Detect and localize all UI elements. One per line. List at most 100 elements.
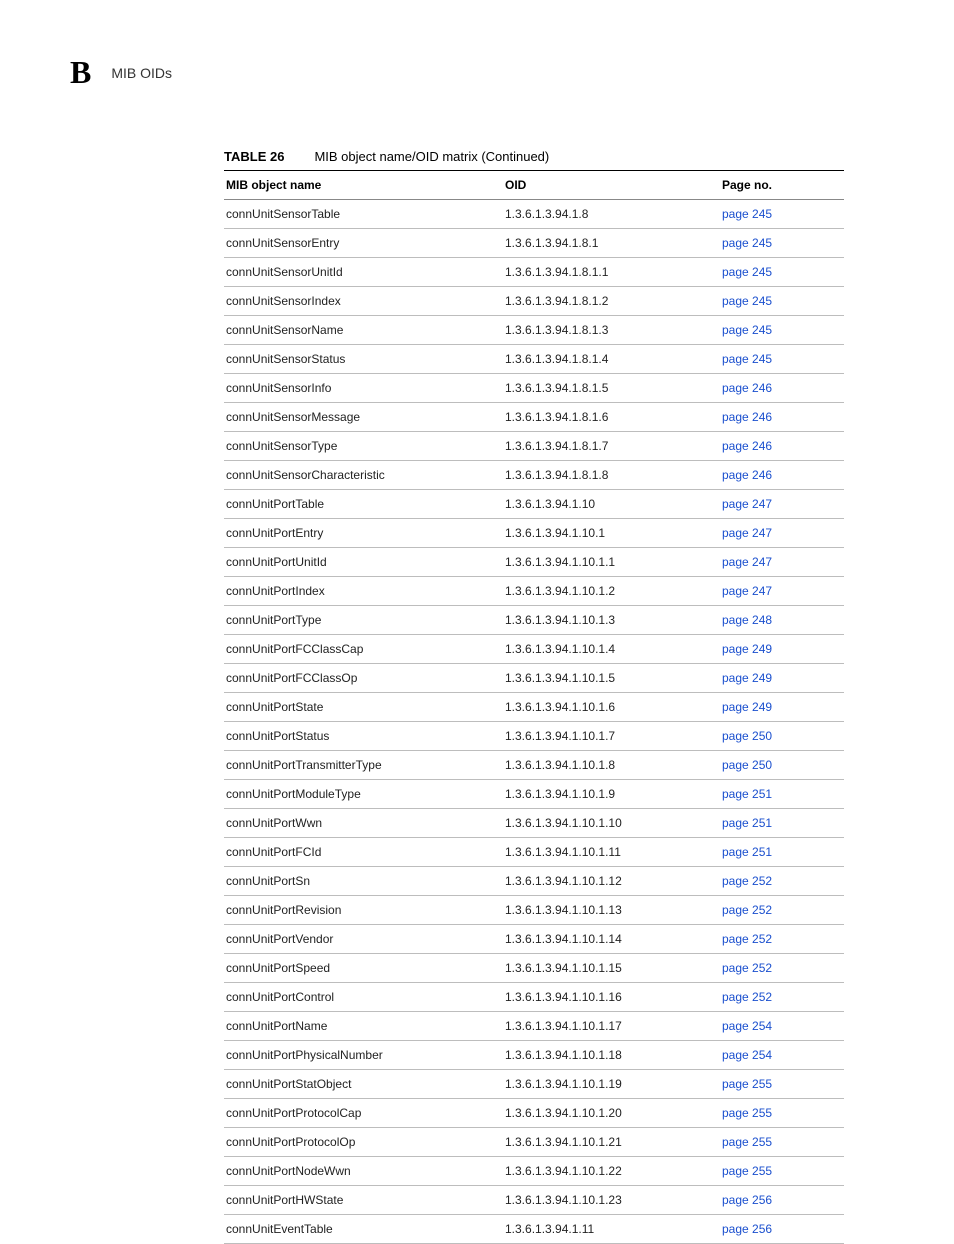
cell-page: page 252 bbox=[720, 896, 844, 925]
cell-mib-name: connUnitPortPhysicalNumber bbox=[224, 1041, 503, 1070]
table-row: connUnitPortState1.3.6.1.3.94.1.10.1.6pa… bbox=[224, 693, 844, 722]
table-row: connUnitPortTransmitterType1.3.6.1.3.94.… bbox=[224, 751, 844, 780]
page-link[interactable]: page 247 bbox=[722, 555, 772, 569]
cell-page: page 246 bbox=[720, 403, 844, 432]
cell-mib-name: connUnitPortStatus bbox=[224, 722, 503, 751]
table-row: connUnitPortFCClassCap1.3.6.1.3.94.1.10.… bbox=[224, 635, 844, 664]
cell-mib-name: connUnitPortFCId bbox=[224, 838, 503, 867]
cell-mib-name: connUnitSensorCharacteristic bbox=[224, 461, 503, 490]
table-row: connUnitPortVendor1.3.6.1.3.94.1.10.1.14… bbox=[224, 925, 844, 954]
page-link[interactable]: page 254 bbox=[722, 1019, 772, 1033]
page-link[interactable]: page 256 bbox=[722, 1222, 772, 1236]
table-row: connUnitPortModuleType1.3.6.1.3.94.1.10.… bbox=[224, 780, 844, 809]
cell-mib-name: connUnitPortRevision bbox=[224, 896, 503, 925]
page-link[interactable]: page 252 bbox=[722, 932, 772, 946]
cell-mib-name: connUnitPortState bbox=[224, 693, 503, 722]
page-link[interactable]: page 247 bbox=[722, 526, 772, 540]
cell-page: page 254 bbox=[720, 1012, 844, 1041]
cell-page: page 246 bbox=[720, 432, 844, 461]
cell-mib-name: connUnitSensorEntry bbox=[224, 229, 503, 258]
page-link[interactable]: page 247 bbox=[722, 497, 772, 511]
page-link[interactable]: page 246 bbox=[722, 410, 772, 424]
page-link[interactable]: page 245 bbox=[722, 207, 772, 221]
running-header: B MIB OIDs bbox=[70, 54, 854, 91]
page-link[interactable]: page 246 bbox=[722, 439, 772, 453]
cell-oid: 1.3.6.1.3.94.1.8.1.7 bbox=[503, 432, 720, 461]
page-link[interactable]: page 248 bbox=[722, 613, 772, 627]
cell-oid: 1.3.6.1.3.94.1.10.1.13 bbox=[503, 896, 720, 925]
page-link[interactable]: page 252 bbox=[722, 874, 772, 888]
table-caption-text: MIB object name/OID matrix (Continued) bbox=[314, 149, 549, 164]
page-link[interactable]: page 249 bbox=[722, 700, 772, 714]
col-header-name: MIB object name bbox=[224, 171, 503, 200]
page-link[interactable]: page 252 bbox=[722, 961, 772, 975]
cell-mib-name: connUnitPortTable bbox=[224, 490, 503, 519]
page-link[interactable]: page 247 bbox=[722, 584, 772, 598]
cell-mib-name: connUnitPortType bbox=[224, 606, 503, 635]
cell-page: page 246 bbox=[720, 374, 844, 403]
table-caption-label: TABLE 26 bbox=[224, 149, 284, 164]
cell-page: page 245 bbox=[720, 200, 844, 229]
page-link[interactable]: page 245 bbox=[722, 236, 772, 250]
cell-page: page 252 bbox=[720, 954, 844, 983]
table-row: connUnitPortControl1.3.6.1.3.94.1.10.1.1… bbox=[224, 983, 844, 1012]
page-link[interactable]: page 255 bbox=[722, 1106, 772, 1120]
page-link[interactable]: page 249 bbox=[722, 642, 772, 656]
page-link[interactable]: page 245 bbox=[722, 294, 772, 308]
cell-mib-name: connUnitPortFCClassCap bbox=[224, 635, 503, 664]
page-link[interactable]: page 245 bbox=[722, 352, 772, 366]
cell-page: page 255 bbox=[720, 1128, 844, 1157]
page-link[interactable]: page 251 bbox=[722, 787, 772, 801]
page-link[interactable]: page 251 bbox=[722, 845, 772, 859]
cell-oid: 1.3.6.1.3.94.1.10.1.23 bbox=[503, 1186, 720, 1215]
cell-page: page 251 bbox=[720, 809, 844, 838]
page-link[interactable]: page 249 bbox=[722, 671, 772, 685]
page-link[interactable]: page 254 bbox=[722, 1048, 772, 1062]
table-row: connUnitSensorIndex1.3.6.1.3.94.1.8.1.2p… bbox=[224, 287, 844, 316]
cell-mib-name: connUnitPortControl bbox=[224, 983, 503, 1012]
page-link[interactable]: page 256 bbox=[722, 1193, 772, 1207]
cell-oid: 1.3.6.1.3.94.1.10.1.5 bbox=[503, 664, 720, 693]
page-link[interactable]: page 246 bbox=[722, 468, 772, 482]
cell-page: page 250 bbox=[720, 722, 844, 751]
cell-oid: 1.3.6.1.3.94.1.10.1.14 bbox=[503, 925, 720, 954]
table-row: connUnitPortHWState1.3.6.1.3.94.1.10.1.2… bbox=[224, 1186, 844, 1215]
cell-page: page 249 bbox=[720, 693, 844, 722]
page-link[interactable]: page 252 bbox=[722, 990, 772, 1004]
page: B MIB OIDs TABLE 26 MIB object name/OID … bbox=[0, 0, 954, 1235]
cell-oid: 1.3.6.1.3.94.1.10.1.11 bbox=[503, 838, 720, 867]
page-link[interactable]: page 250 bbox=[722, 729, 772, 743]
cell-page: page 247 bbox=[720, 519, 844, 548]
table-row: connUnitSensorType1.3.6.1.3.94.1.8.1.7pa… bbox=[224, 432, 844, 461]
cell-oid: 1.3.6.1.3.94.1.8.1 bbox=[503, 229, 720, 258]
cell-mib-name: connUnitSensorIndex bbox=[224, 287, 503, 316]
cell-oid: 1.3.6.1.3.94.1.10.1.2 bbox=[503, 577, 720, 606]
cell-mib-name: connUnitSensorUnitId bbox=[224, 258, 503, 287]
page-link[interactable]: page 251 bbox=[722, 816, 772, 830]
cell-page: page 247 bbox=[720, 548, 844, 577]
cell-mib-name: connUnitSensorMessage bbox=[224, 403, 503, 432]
table-row: connUnitPortSn1.3.6.1.3.94.1.10.1.12page… bbox=[224, 867, 844, 896]
cell-oid: 1.3.6.1.3.94.1.8.1.8 bbox=[503, 461, 720, 490]
page-link[interactable]: page 255 bbox=[722, 1164, 772, 1178]
cell-mib-name: connUnitPortSn bbox=[224, 867, 503, 896]
cell-mib-name: connUnitPortName bbox=[224, 1012, 503, 1041]
cell-page: page 248 bbox=[720, 606, 844, 635]
page-link[interactable]: page 252 bbox=[722, 903, 772, 917]
table-row: connUnitPortFCId1.3.6.1.3.94.1.10.1.11pa… bbox=[224, 838, 844, 867]
page-link[interactable]: page 255 bbox=[722, 1077, 772, 1091]
cell-page: page 249 bbox=[720, 635, 844, 664]
cell-mib-name: connUnitSensorTable bbox=[224, 200, 503, 229]
page-link[interactable]: page 255 bbox=[722, 1135, 772, 1149]
cell-page: page 250 bbox=[720, 751, 844, 780]
table-row: connUnitPortType1.3.6.1.3.94.1.10.1.3pag… bbox=[224, 606, 844, 635]
table-row: connUnitPortSpeed1.3.6.1.3.94.1.10.1.15p… bbox=[224, 954, 844, 983]
page-link[interactable]: page 246 bbox=[722, 381, 772, 395]
cell-oid: 1.3.6.1.3.94.1.8.1.5 bbox=[503, 374, 720, 403]
cell-page: page 252 bbox=[720, 925, 844, 954]
table-row: connUnitSensorEntry1.3.6.1.3.94.1.8.1pag… bbox=[224, 229, 844, 258]
page-link[interactable]: page 245 bbox=[722, 265, 772, 279]
page-link[interactable]: page 245 bbox=[722, 323, 772, 337]
page-link[interactable]: page 250 bbox=[722, 758, 772, 772]
cell-oid: 1.3.6.1.3.94.1.10.1.19 bbox=[503, 1070, 720, 1099]
